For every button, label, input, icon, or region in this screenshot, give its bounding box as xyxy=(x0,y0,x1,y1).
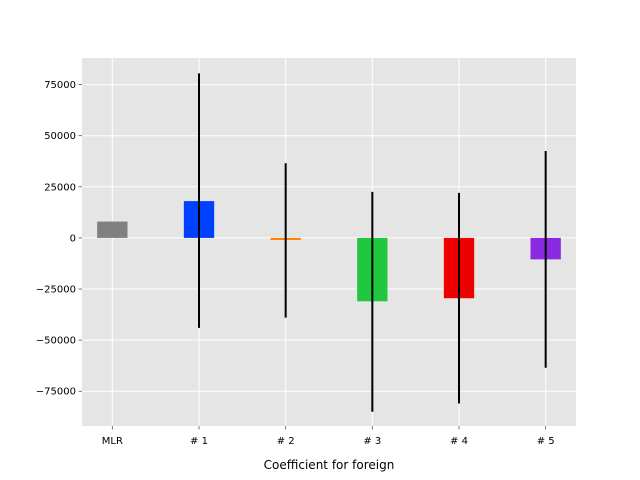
plot-background xyxy=(82,58,576,426)
y-tick-label: 0 xyxy=(70,233,76,244)
x-axis-ticks: MLR # 1 # 2 # 3 # 4 # 5 xyxy=(102,426,555,447)
x-tick-label: # 4 xyxy=(450,436,468,447)
x-tick-label: # 3 xyxy=(363,436,381,447)
y-tick-label: −75000 xyxy=(36,387,76,398)
bar-0 xyxy=(97,221,128,238)
x-tick-label: # 1 xyxy=(190,436,208,447)
y-tick-label: −50000 xyxy=(36,336,76,347)
y-tick-label: 50000 xyxy=(44,131,76,142)
error-bars xyxy=(198,73,547,412)
x-axis-label: Coefficient for foreign xyxy=(264,458,395,472)
x-tick-label: MLR xyxy=(102,436,123,447)
x-tick-label: # 2 xyxy=(277,436,295,447)
y-tick-label: 75000 xyxy=(44,80,76,91)
y-tick-label: 25000 xyxy=(44,182,76,193)
x-tick-label: # 5 xyxy=(537,436,555,447)
y-axis-ticks: 75000 50000 25000 0 −25000 −50000 −75000 xyxy=(36,80,82,398)
y-tick-label: −25000 xyxy=(36,285,76,296)
